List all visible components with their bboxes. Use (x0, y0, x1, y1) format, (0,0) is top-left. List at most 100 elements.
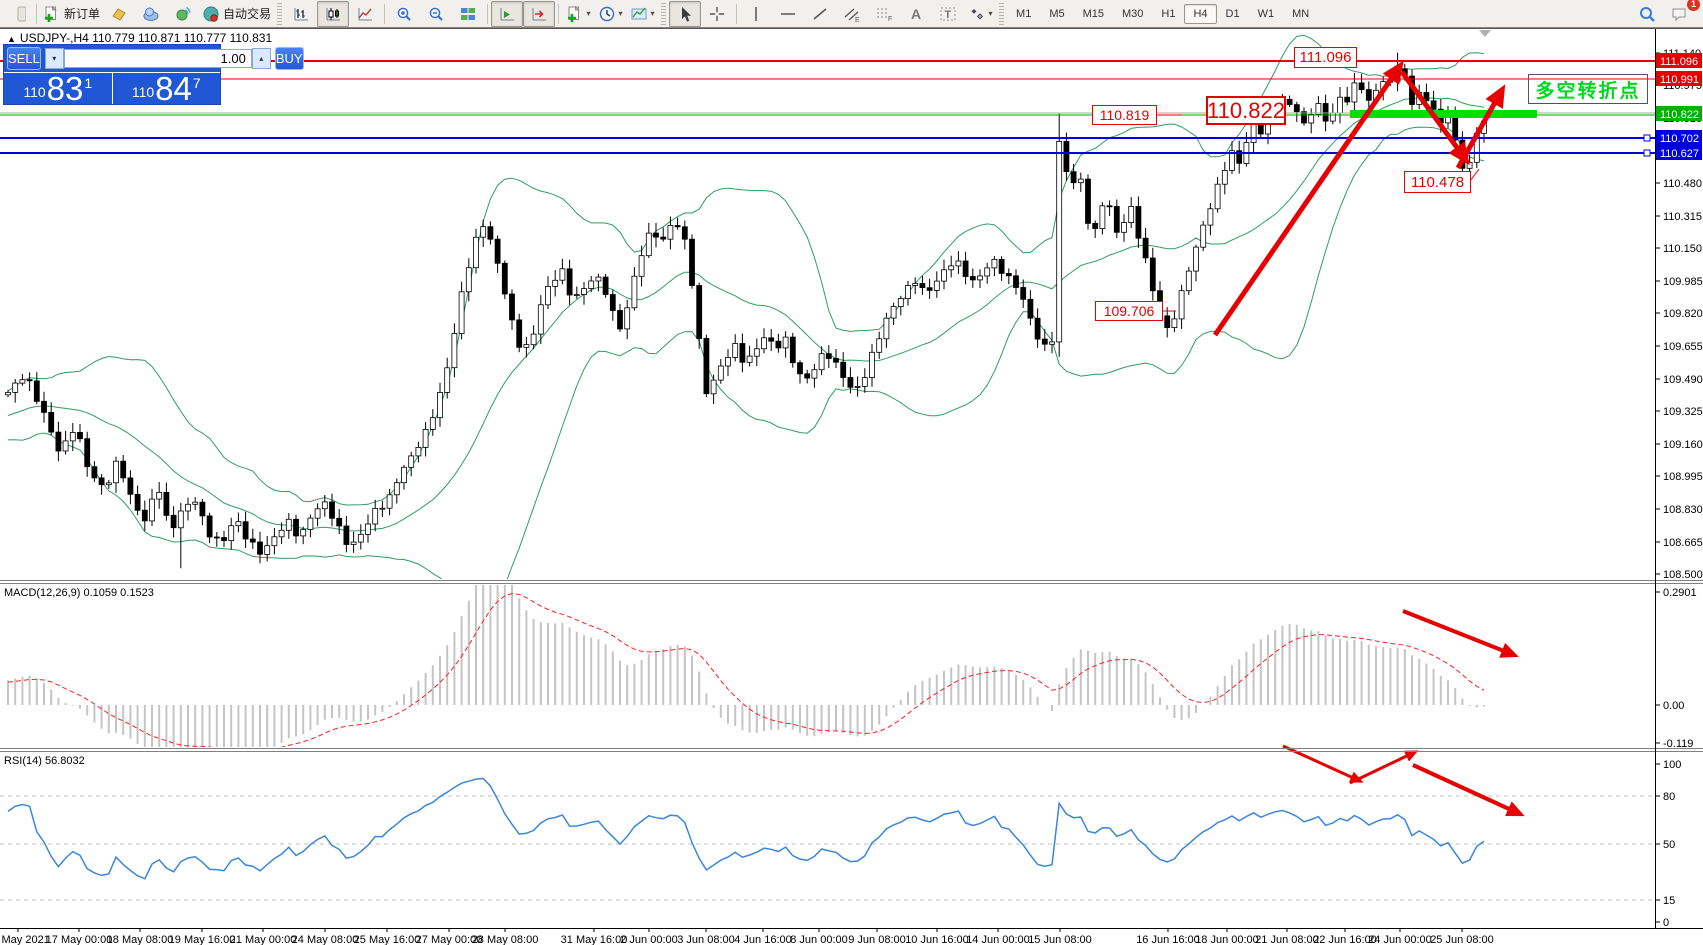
fibonacci-button[interactable]: F (868, 1, 900, 27)
timeframe-w1-button[interactable]: W1 (1257, 7, 1275, 20)
time-axis-label: 16 Jun 16:00 (1136, 934, 1200, 945)
notification-badge: 1 (1687, 0, 1700, 11)
clipped-toolbar-button[interactable] (1, 1, 33, 27)
trend-arrow[interactable] (1402, 609, 1519, 658)
trend-arrow[interactable] (1412, 763, 1525, 817)
trend-arrow[interactable] (1349, 750, 1419, 785)
crosshair-button[interactable] (701, 1, 733, 27)
toolbar-drag-handle[interactable] (661, 2, 667, 25)
price-annotation-109.706[interactable]: 109.706 (1095, 301, 1163, 321)
trend-arrow[interactable] (1399, 70, 1470, 166)
sell-button[interactable]: SELL (7, 47, 41, 70)
timeframe-mn-button[interactable]: MN (1292, 7, 1310, 20)
candle-body (249, 538, 256, 543)
vertical-line-button[interactable] (740, 1, 772, 27)
timeframe-h4-button[interactable]: H4 (1184, 3, 1217, 24)
notifications-button[interactable]: 1 (1663, 0, 1700, 27)
auto-scroll-button[interactable] (491, 0, 524, 27)
trend-line-button[interactable] (804, 1, 836, 27)
cursor-button[interactable] (669, 0, 702, 27)
tile-windows-button[interactable] (452, 1, 484, 27)
timeframe-m15-button[interactable]: M15 (1082, 7, 1104, 20)
dropdown-caret-icon[interactable]: ▾ (618, 9, 623, 18)
search-button[interactable] (1631, 1, 1663, 27)
indicators-button[interactable]: ▾ (562, 1, 594, 27)
candle-body (746, 355, 753, 363)
buy-price-display[interactable]: 110 84 7 (113, 72, 221, 105)
timeframe-m30-button[interactable]: M30 (1122, 7, 1144, 20)
candle-body (739, 343, 746, 363)
time-axis-label: 2 Jun 00:00 (620, 934, 678, 945)
text-button[interactable]: A (900, 1, 932, 27)
candle-chart-button[interactable] (317, 0, 350, 27)
bollinger-upper-band[interactable] (7, 34, 1485, 506)
price-annotation-110.478[interactable]: 110.478 (1404, 171, 1471, 193)
collapse-triangle-icon[interactable]: ▲ (7, 34, 16, 44)
horizontal-line-icon (779, 5, 797, 23)
candle-body (1142, 237, 1149, 259)
timeframe-h1-button[interactable]: H1 (1161, 7, 1176, 20)
price-badge-label: 110.991 (1660, 74, 1699, 86)
candle-body (501, 262, 508, 295)
candle-body (329, 501, 335, 519)
market-watch-button[interactable] (103, 1, 135, 27)
periods-button[interactable]: ▾ (594, 1, 626, 27)
trend-arrow[interactable] (1212, 60, 1404, 337)
volume-decrease-button[interactable]: ▾ (44, 48, 64, 69)
candle-body (581, 288, 587, 295)
templates-button[interactable]: ▾ (626, 1, 658, 27)
horizontal-line-button[interactable] (772, 1, 804, 27)
zoom-out-button[interactable] (420, 1, 452, 27)
line-chart-icon (356, 5, 374, 23)
data-window-button[interactable] (135, 1, 167, 27)
timeframe-m5-button[interactable]: M5 (1049, 7, 1065, 20)
candle-body (1200, 224, 1207, 248)
text-icon: A (907, 5, 925, 23)
text-label-button[interactable]: T (932, 1, 964, 27)
dropdown-caret-icon[interactable]: ▾ (988, 9, 993, 18)
rsi-axis-label: 80 (1663, 791, 1675, 803)
dropdown-caret-icon[interactable]: ▾ (650, 9, 655, 18)
buy-button[interactable]: BUY (274, 47, 304, 70)
time-axis-label: 4 Jun 16:00 (734, 934, 792, 945)
turning-point-green-bar[interactable] (1350, 110, 1537, 118)
toolbar-drag-handle[interactable] (999, 2, 1005, 25)
line-chart-button[interactable] (349, 1, 381, 27)
candle-body (1286, 99, 1293, 105)
volume-input[interactable] (63, 49, 252, 68)
trend-line-icon (811, 5, 829, 23)
volume-increase-button[interactable]: ▴ (251, 48, 271, 69)
dropdown-caret-icon[interactable]: ▾ (586, 9, 591, 18)
candle-body (1322, 103, 1329, 122)
turning-point-note[interactable]: 多空转折点 (1528, 74, 1648, 104)
candle-body (991, 258, 998, 269)
trend-arrow[interactable] (1455, 84, 1506, 170)
candle-body (1365, 89, 1372, 101)
candle-body (48, 411, 55, 433)
chart-shift-button[interactable] (523, 0, 556, 27)
time-axis-label: 17 May 00:00 (46, 934, 113, 945)
signals-button[interactable] (167, 1, 199, 27)
zoom-in-button[interactable] (388, 1, 420, 27)
bar-chart-button[interactable] (285, 1, 317, 27)
price-annotation-111.096[interactable]: 111.096 (1294, 47, 1357, 68)
price-annotation-110.822[interactable]: 110.822 (1206, 96, 1286, 125)
bollinger-lower-band[interactable] (7, 126, 1485, 626)
timeframe-m1-button[interactable]: M1 (1016, 7, 1032, 20)
hline-endpoint-handle[interactable] (1643, 149, 1651, 157)
new-order-button[interactable]: 新订单 (40, 1, 103, 27)
price-annotation-110.819[interactable]: 110.819 (1092, 105, 1157, 125)
bollinger-middle-band[interactable] (7, 97, 1485, 532)
chart-shift-icon (530, 5, 548, 23)
toolbar-drag-handle[interactable] (277, 2, 283, 25)
sell-price-display[interactable]: 110 83 1 (4, 72, 113, 105)
candle-body (725, 356, 731, 367)
chart-shift-marker[interactable] (1479, 30, 1491, 37)
arrows-button[interactable]: ▾ (964, 1, 996, 27)
autotrade-button[interactable]: 自动交易 (199, 1, 274, 27)
equidistant-channel-button[interactable]: E (836, 1, 868, 27)
hline-endpoint-handle[interactable] (1643, 134, 1651, 142)
candle-body (69, 431, 76, 442)
timeframe-d1-button[interactable]: D1 (1225, 7, 1240, 20)
